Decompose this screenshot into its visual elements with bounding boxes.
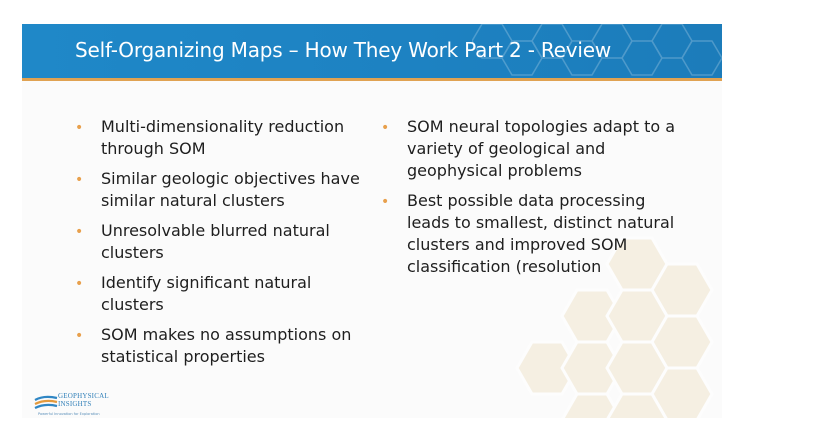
list-item: • Similar geologic objectives have simila… bbox=[75, 169, 360, 210]
company-logo: GEOPHYSICAL INSIGHTS Powerful Innovation… bbox=[34, 392, 118, 418]
hexagon-pattern-icon bbox=[472, 24, 722, 76]
list-item: • SOM neural topologies adapt to a variet… bbox=[381, 117, 676, 180]
logo-text: GEOPHYSICAL INSIGHTS bbox=[58, 392, 109, 408]
title-bar: Self-Organizing Maps – How They Work Par… bbox=[22, 24, 722, 78]
list-item: • Unresolvable blurred natural clusters bbox=[75, 221, 330, 262]
bullet-dot-icon: • bbox=[75, 276, 84, 292]
bullet-dot-icon: • bbox=[381, 120, 390, 136]
list-item: • Best possible data processing leads to … bbox=[381, 191, 675, 276]
bullet-list-right: • SOM neural topologies adapt to a variet… bbox=[381, 116, 681, 286]
bullet-dot-icon: • bbox=[381, 194, 390, 210]
hexagon-pattern-icon bbox=[515, 236, 714, 418]
title-underline bbox=[22, 78, 722, 81]
bullet-dot-icon: • bbox=[75, 224, 84, 240]
bullet-dot-icon: • bbox=[75, 172, 84, 188]
slide-title: Self-Organizing Maps – How They Work Par… bbox=[75, 38, 612, 62]
bullet-dot-icon: • bbox=[75, 328, 84, 344]
slide: Self-Organizing Maps – How They Work Par… bbox=[22, 24, 722, 418]
bullet-dot-icon: • bbox=[75, 120, 84, 136]
logo-tagline: Powerful Innovation for Exploration bbox=[38, 412, 100, 416]
list-item: • SOM makes no assumptions on statistical… bbox=[75, 325, 352, 366]
list-item: • Identify significant natural clusters bbox=[75, 273, 312, 314]
list-item: • Multi-dimensionality reduction through … bbox=[75, 117, 345, 158]
geophysical-insights-logo-icon bbox=[34, 395, 58, 409]
bullet-list-left: • Multi-dimensionality reduction through … bbox=[75, 116, 365, 376]
